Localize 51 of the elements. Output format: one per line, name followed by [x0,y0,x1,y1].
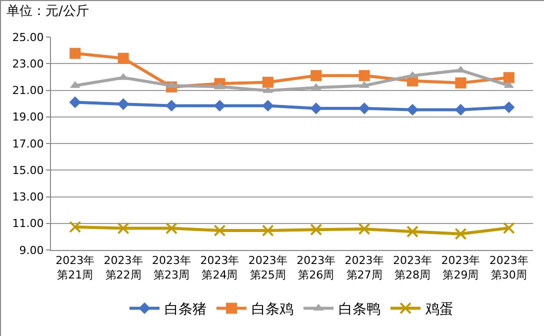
point [262,76,274,88]
point [503,101,515,114]
point [310,102,322,114]
point [454,104,467,116]
y-tick-label: 17.00 [12,137,44,150]
x-tick-label: 2023年第22周 [104,254,143,282]
point [214,100,226,112]
point [358,102,370,114]
point [214,224,226,237]
point [503,72,514,84]
x-tick-label: 2023年第29周 [441,254,480,282]
y-tick-label: 11.00 [12,217,44,230]
point [454,228,467,240]
x-tick-label: 2023年第25周 [248,254,288,282]
legend-label: 白条鸡 [252,302,294,318]
point [118,52,129,64]
point [166,222,178,234]
y-tick-label: 19.00 [12,110,44,124]
y-tick-label: 9.00 [19,244,44,257]
point [406,104,418,116]
chart-title: 单位：元/公斤 [6,4,89,20]
point [310,224,322,236]
y-tick-label: 15.00 [12,164,44,177]
point [117,222,130,234]
x-tick-label: 2023年第30周 [489,254,528,282]
legend-label: 白条猪 [164,302,206,318]
legend-label: 白条鸭 [338,302,380,318]
point [358,70,370,82]
y-tick-label: 23.00 [12,57,44,70]
x-tick-label: 2023年第26周 [296,254,336,282]
x-tick-label: 2023年第23周 [152,254,191,282]
x-tick-label: 2023年第28周 [393,254,432,282]
x-tick-label: 2023年第27周 [344,254,384,282]
point [117,98,130,110]
y-tick-label: 25.00 [12,30,44,44]
point [455,77,466,88]
legend-label: 鸡蛋 [424,302,454,318]
x-tick-label: 2023年第21周 [56,254,95,282]
point [358,222,370,235]
point [502,222,515,234]
point [310,70,322,82]
point [69,220,82,233]
point [262,100,274,112]
y-tick-label: 13.00 [12,190,44,204]
point [166,100,178,112]
point [69,96,81,108]
point [262,224,274,237]
point [70,48,81,59]
point [406,226,418,238]
x-tick-label: 2023年第24周 [200,254,240,282]
y-tick-label: 21.00 [12,84,44,98]
